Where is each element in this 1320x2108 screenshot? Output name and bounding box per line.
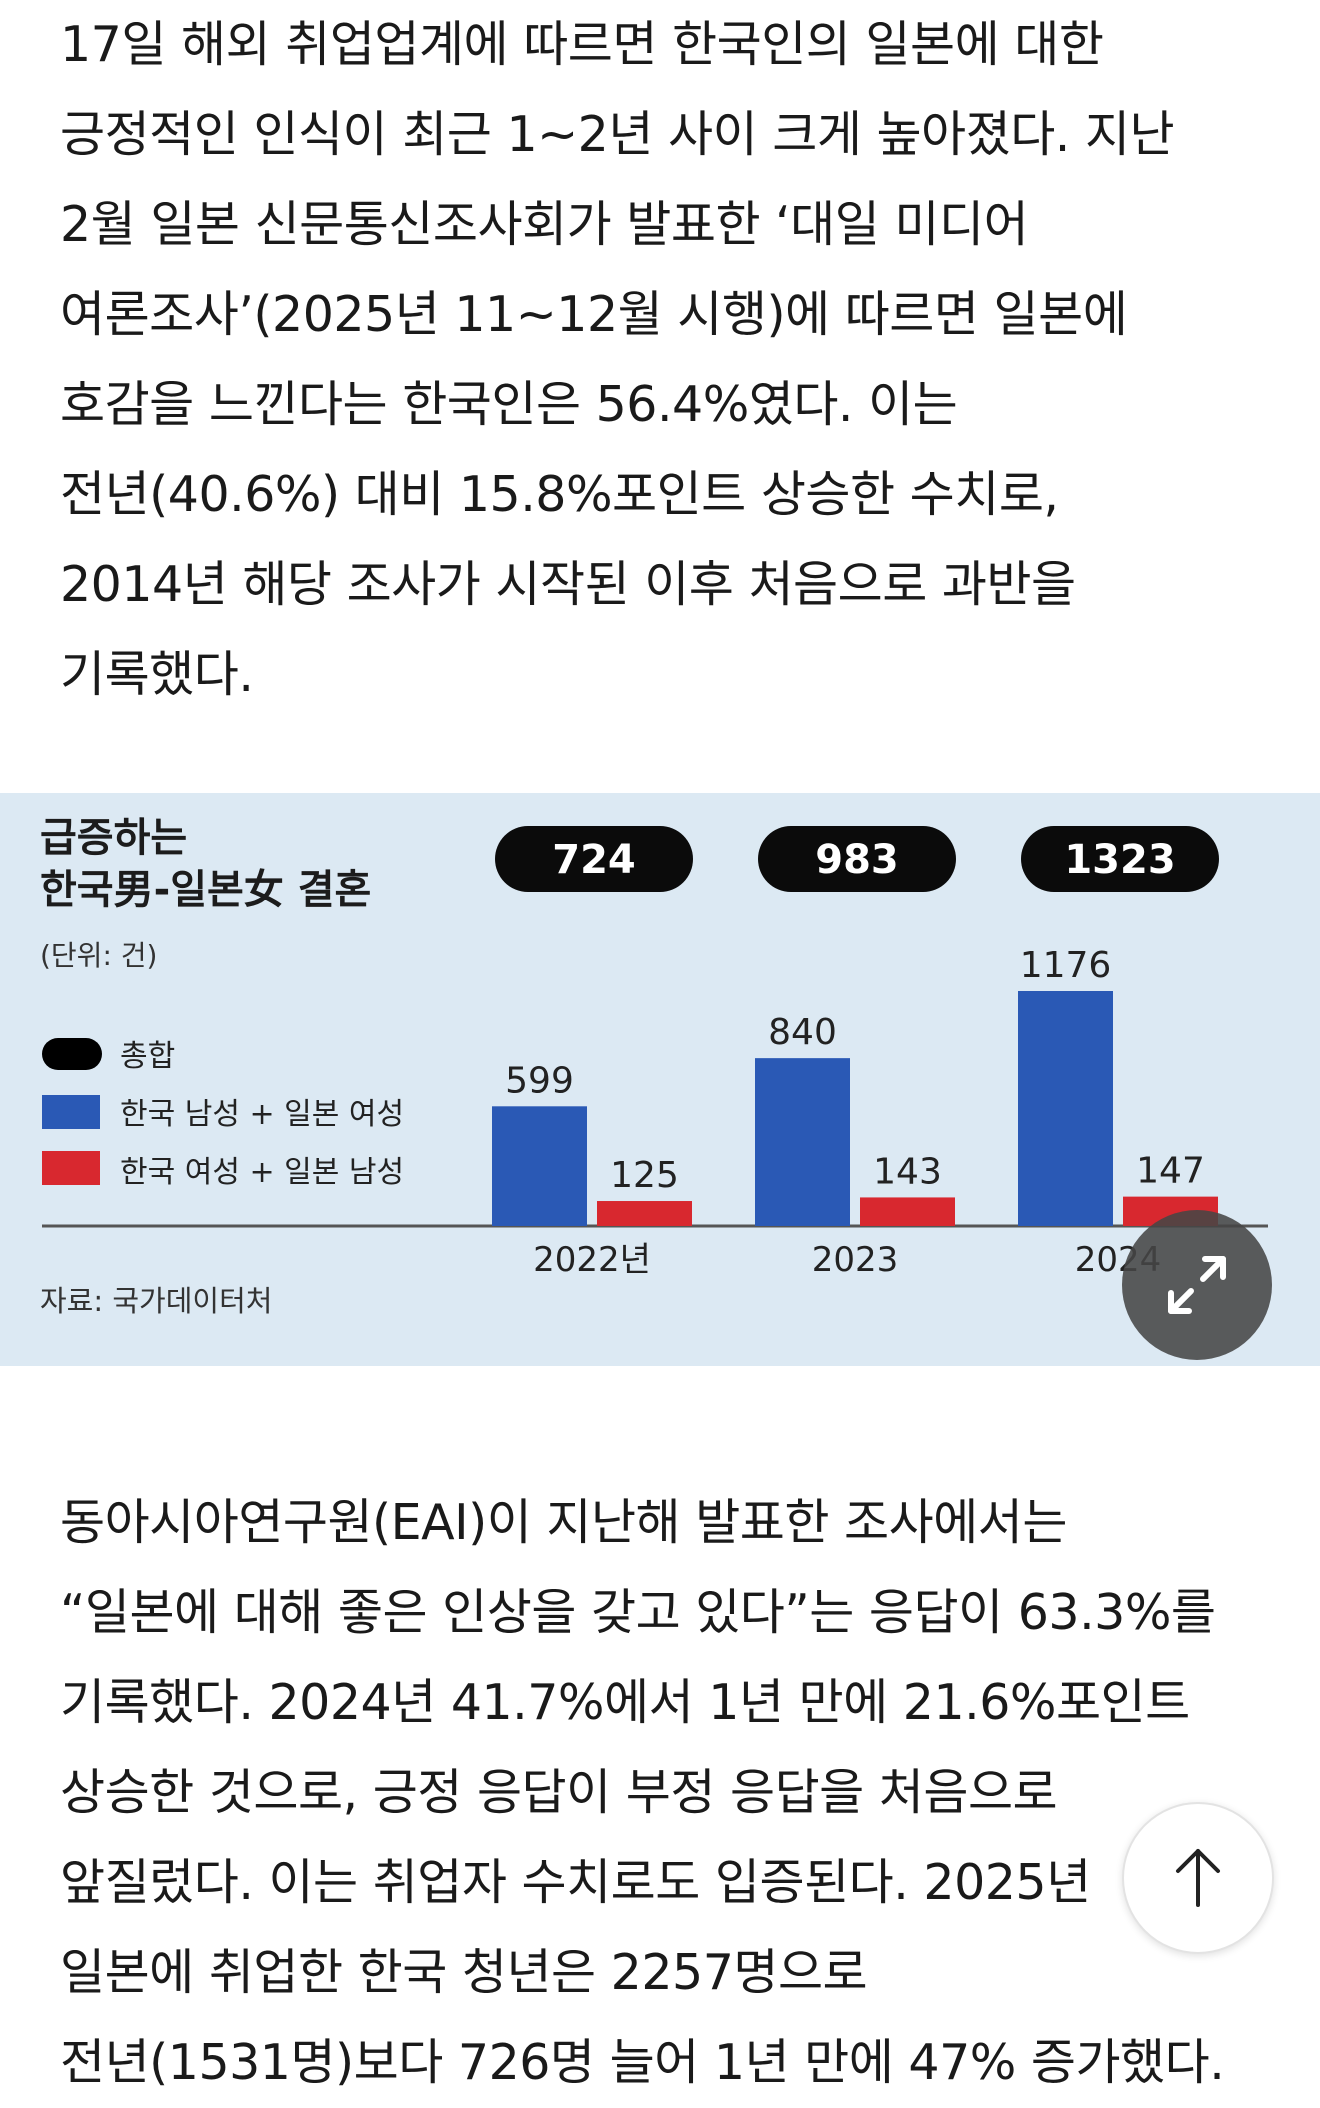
total-label-3: 1323 xyxy=(1064,837,1175,883)
legend-series1-label: 한국 남성 + 일본 여성 xyxy=(120,1097,404,1132)
paragraph2-line: 일본에 취업한 한국 청년은 2257명으로 xyxy=(60,1944,868,2001)
article-paragraph-2: 동아시아연구원(EAI)이 지난해 발표한 조사에서는 “일본에 대해 좋은 인상… xyxy=(60,1478,1270,2108)
bar-chart: 급증하는 한국男-일본女 결혼 (단위: 건) 총합 한국 남성 + 일본 여성… xyxy=(40,815,1268,1318)
bar-value-label-2-3: 147 xyxy=(1136,1151,1205,1192)
bar-kr-male-jp-female-2 xyxy=(755,1058,850,1226)
bar-value-label-2-1: 125 xyxy=(610,1155,679,1196)
paragraph2-line: 전년(1531명)보다 726명 늘어 1년 만에 47% 증가했다. xyxy=(60,2034,1225,2091)
expand-chart-button[interactable] xyxy=(1122,1210,1272,1360)
paragraph2-line: 기록했다. 2024년 41.7%에서 1년 만에 21.6%포인트 xyxy=(60,1674,1190,1731)
paragraph2-line: 동아시아연구원(EAI)이 지난해 발표한 조사에서는 xyxy=(60,1494,1067,1551)
total-pill-1 xyxy=(495,826,693,892)
x-tick-label-1: 2022년 xyxy=(533,1240,651,1280)
paragraph2-line: 상승한 것으로, 긍정 응답이 부정 응답을 처음으로 xyxy=(60,1764,1058,1821)
scroll-to-top-button[interactable] xyxy=(1122,1802,1274,1954)
paragraph1-line: 기록했다. xyxy=(60,646,254,703)
paragraph1-line: 호감을 느낀다는 한국인은 56.4%였다. 이는 xyxy=(60,376,958,433)
paragraph1-line: 전년(40.6%) 대비 15.8%포인트 상승한 수치로, xyxy=(60,466,1059,523)
x-tick-label-2: 2023 xyxy=(812,1240,899,1280)
paragraph1-line: 2014년 해당 조사가 시작된 이후 처음으로 과반을 xyxy=(60,556,1076,613)
legend-series2-swatch xyxy=(42,1151,100,1185)
total-pill-2 xyxy=(758,826,956,892)
chart-source: 자료: 국가데이터처 xyxy=(40,1284,272,1318)
chart-figure[interactable]: 급증하는 한국男-일본女 결혼 (단위: 건) 총합 한국 남성 + 일본 여성… xyxy=(0,793,1320,1366)
chart-title-line-1: 급증하는 xyxy=(40,815,187,861)
total-pill-3 xyxy=(1021,826,1219,892)
bar-value-label-1-2: 840 xyxy=(768,1012,837,1053)
bar-value-label-1-3: 1176 xyxy=(1020,945,1112,986)
total-label-1: 724 xyxy=(552,837,636,883)
total-label-2: 983 xyxy=(815,837,899,883)
bar-value-label-2-2: 143 xyxy=(873,1151,942,1192)
chart-title-line-2: 한국男-일본女 결혼 xyxy=(40,867,371,913)
bar-value-label-1-1: 599 xyxy=(505,1060,574,1101)
paragraph1-line: 17일 해외 취업업계에 따르면 한국인의 일본에 대한 xyxy=(60,16,1104,73)
bar-kr-male-jp-female-1 xyxy=(492,1106,587,1226)
paragraph2-line: 앞질렀다. 이는 취업자 수치로도 입증된다. 2025년 xyxy=(60,1854,1091,1911)
bar-kr-male-jp-female-3 xyxy=(1018,991,1113,1226)
bar-kr-female-jp-male-1 xyxy=(597,1201,692,1226)
paragraph1-line: 2월 일본 신문통신조사회가 발표한 ‘대일 미디어 xyxy=(60,196,1029,253)
chart-unit-label: (단위: 건) xyxy=(40,939,157,972)
legend-total-label: 총합 xyxy=(120,1039,175,1074)
legend-series1-swatch xyxy=(42,1095,100,1129)
expand-arrows-icon xyxy=(1168,1256,1226,1314)
arrow-up-icon xyxy=(1176,1849,1220,1907)
bar-kr-female-jp-male-2 xyxy=(860,1197,955,1226)
legend-total-swatch xyxy=(42,1038,102,1070)
legend-series2-label: 한국 여성 + 일본 남성 xyxy=(120,1155,404,1190)
paragraph1-line: 여론조사’(2025년 11~12월 시행)에 따르면 일본에 xyxy=(60,286,1128,343)
paragraph2-line: “일본에 대해 좋은 인상을 갖고 있다”는 응답이 63.3%를 xyxy=(60,1584,1216,1641)
paragraph1-line: 긍정적인 인식이 최근 1~2년 사이 크게 높아졌다. 지난 xyxy=(60,106,1175,163)
